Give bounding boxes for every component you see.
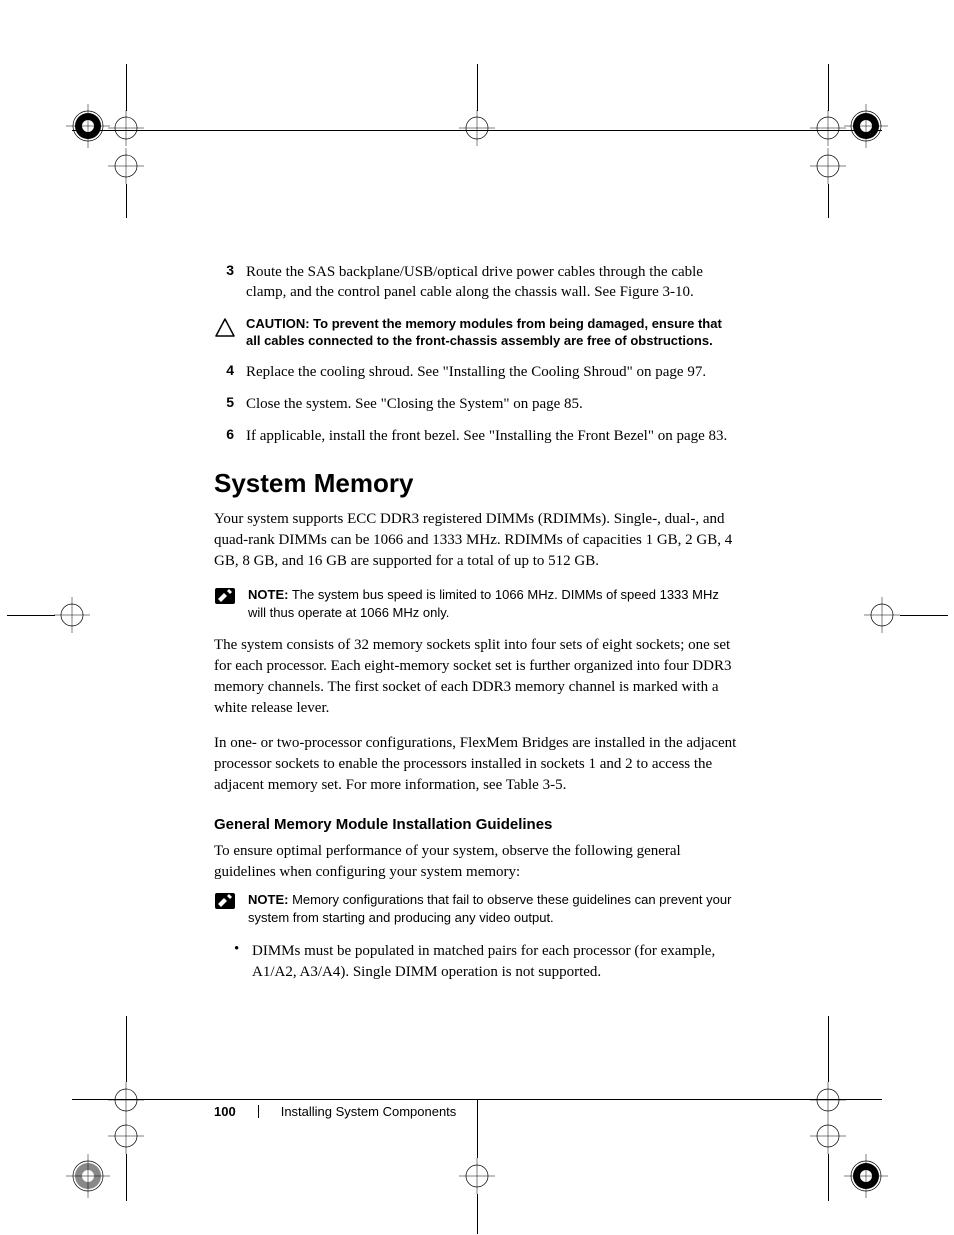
bullet-item: • DIMMs must be populated in matched pai… xyxy=(214,941,738,983)
regmark-icon xyxy=(844,104,888,148)
caution-text: CAUTION: To prevent the memory modules f… xyxy=(246,315,738,350)
note-text: NOTE: Memory configurations that fail to… xyxy=(248,891,738,926)
tick xyxy=(126,1016,127,1082)
page-number: 100 xyxy=(214,1104,236,1119)
page-footer: 100 Installing System Components xyxy=(214,1104,456,1119)
step-text: Replace the cooling shroud. See "Install… xyxy=(246,362,738,382)
step-item: 5 Close the system. See "Closing the Sys… xyxy=(214,394,738,414)
crosshair-icon xyxy=(810,1082,846,1118)
crosshair-icon xyxy=(108,110,144,146)
step-item: 6 If applicable, install the front bezel… xyxy=(214,426,738,446)
tick xyxy=(828,184,829,218)
tick xyxy=(126,64,127,111)
regmark-icon xyxy=(66,104,110,148)
crosshair-icon xyxy=(459,110,495,146)
crosshair-icon xyxy=(810,148,846,184)
note-block: NOTE: The system bus speed is limited to… xyxy=(214,586,738,621)
note-label: NOTE: xyxy=(248,587,288,602)
tick xyxy=(7,615,55,616)
note-pencil-icon xyxy=(214,586,248,610)
tick xyxy=(126,184,127,218)
caution-body: To prevent the memory modules from being… xyxy=(246,316,722,349)
bullet-text: DIMMs must be populated in matched pairs… xyxy=(252,941,738,983)
tick xyxy=(126,1154,127,1201)
tick xyxy=(477,1194,478,1234)
crosshair-icon xyxy=(54,597,90,633)
tick xyxy=(828,1154,829,1201)
crosshair-icon xyxy=(108,1118,144,1154)
paragraph: To ensure optimal performance of your sy… xyxy=(214,841,738,883)
caution-label: CAUTION: xyxy=(246,316,310,331)
step-item: 4 Replace the cooling shroud. See "Insta… xyxy=(214,362,738,382)
footer-separator xyxy=(258,1105,259,1118)
footer-section: Installing System Components xyxy=(281,1104,457,1119)
crosshair-icon xyxy=(810,1118,846,1154)
crosshair-icon xyxy=(864,597,900,633)
note-text: NOTE: The system bus speed is limited to… xyxy=(248,586,738,621)
step-number: 5 xyxy=(214,394,246,414)
tick xyxy=(828,1016,829,1082)
note-body: Memory configurations that fail to obser… xyxy=(248,892,731,925)
tick xyxy=(828,64,829,111)
step-number: 6 xyxy=(214,426,246,446)
crosshair-icon xyxy=(108,148,144,184)
tick xyxy=(477,1100,478,1158)
crosshair-icon xyxy=(810,110,846,146)
step-text: Route the SAS backplane/USB/optical driv… xyxy=(246,262,738,303)
crosshair-icon xyxy=(108,1082,144,1118)
subheading: General Memory Module Installation Guide… xyxy=(214,816,738,833)
section-heading: System Memory xyxy=(214,468,738,499)
note-pencil-icon xyxy=(214,891,248,915)
tick xyxy=(900,615,948,616)
note-label: NOTE: xyxy=(248,892,288,907)
bullet-marker: • xyxy=(234,941,252,983)
note-body: The system bus speed is limited to 1066 … xyxy=(248,587,719,620)
regmark-icon xyxy=(66,1154,110,1198)
step-number: 3 xyxy=(214,262,246,303)
paragraph: Your system supports ECC DDR3 registered… xyxy=(214,509,738,572)
tick xyxy=(477,64,478,111)
crosshair-icon xyxy=(459,1158,495,1194)
step-item: 3 Route the SAS backplane/USB/optical dr… xyxy=(214,262,738,303)
regmark-icon xyxy=(844,1154,888,1198)
caution-block: CAUTION: To prevent the memory modules f… xyxy=(214,315,738,350)
page-body: 3 Route the SAS backplane/USB/optical dr… xyxy=(214,262,738,993)
step-number: 4 xyxy=(214,362,246,382)
note-block: NOTE: Memory configurations that fail to… xyxy=(214,891,738,926)
step-text: Close the system. See "Closing the Syste… xyxy=(246,394,738,414)
paragraph: In one- or two-processor configurations,… xyxy=(214,733,738,796)
caution-triangle-icon xyxy=(214,315,246,344)
step-text: If applicable, install the front bezel. … xyxy=(246,426,738,446)
paragraph: The system consists of 32 memory sockets… xyxy=(214,635,738,719)
